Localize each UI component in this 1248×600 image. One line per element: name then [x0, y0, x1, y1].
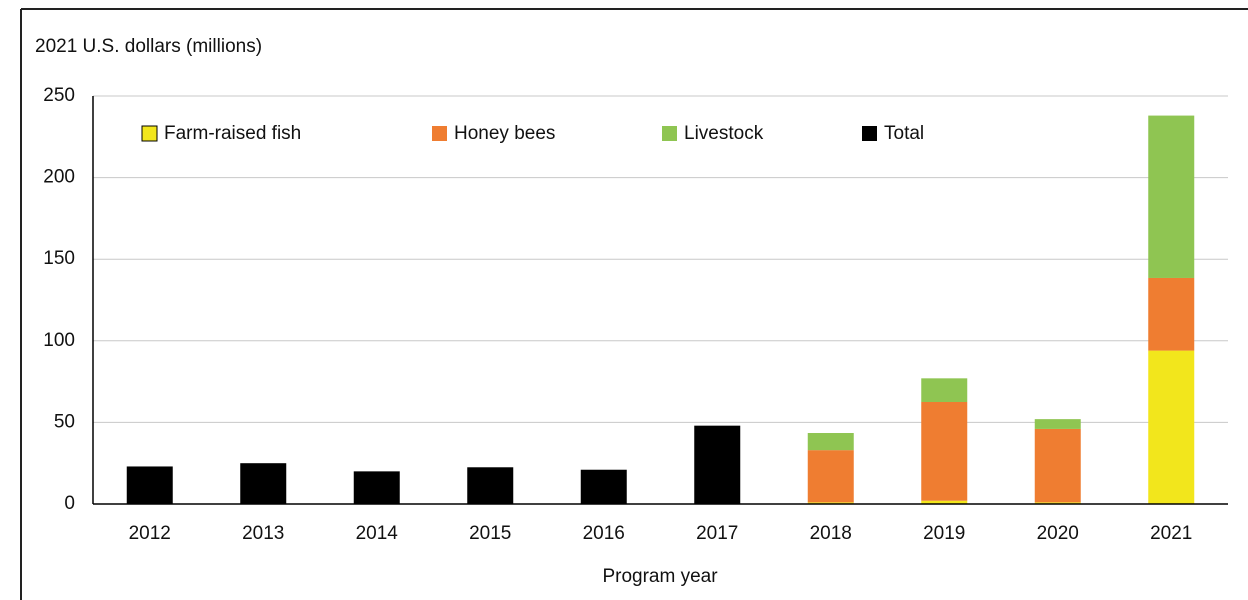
- y-tick-label: 150: [43, 248, 75, 269]
- y-tick-label: 250: [43, 85, 75, 106]
- bar-segment: [1034, 428, 1081, 503]
- x-tick-label: 2021: [1150, 523, 1192, 544]
- legend-swatch: [862, 126, 877, 141]
- x-tick-label: 2012: [129, 523, 171, 544]
- bar-segment: [921, 378, 968, 402]
- legend-label: Honey bees: [454, 123, 555, 144]
- legend-swatch: [432, 126, 447, 141]
- bar-segment: [580, 469, 627, 504]
- bar-segment: [353, 471, 400, 504]
- x-tick-label: 2017: [696, 523, 738, 544]
- bar-segment: [240, 463, 287, 504]
- y-tick-label: 200: [43, 167, 75, 188]
- bar-segment: [1034, 419, 1081, 429]
- bar-segment: [1148, 115, 1195, 278]
- bar-segment: [1148, 350, 1195, 504]
- legend-label: Livestock: [684, 123, 764, 144]
- bar-segment: [807, 433, 854, 451]
- y-tick-label: 50: [54, 411, 75, 432]
- x-tick-label: 2014: [356, 523, 399, 544]
- bar-segment: [807, 502, 854, 504]
- x-tick-label: 2019: [923, 523, 965, 544]
- bar-segment: [921, 402, 968, 501]
- y-tick-label: 0: [64, 493, 75, 514]
- x-tick-label: 2018: [810, 523, 852, 544]
- legend-swatch: [141, 125, 158, 142]
- bar-segment: [694, 425, 741, 504]
- x-tick-label: 2015: [469, 523, 511, 544]
- legend-swatch: [662, 126, 677, 141]
- bar-segment: [921, 500, 968, 504]
- bar-segment: [807, 450, 854, 503]
- bar-segment: [1034, 502, 1081, 504]
- bar-segment: [1148, 277, 1195, 351]
- x-tick-label: 2013: [242, 523, 284, 544]
- x-axis-label: Program year: [602, 566, 718, 587]
- bar-segment: [467, 467, 514, 504]
- bar-segment: [126, 466, 173, 504]
- y-tick-label: 100: [43, 330, 75, 351]
- legend-label: Farm-raised fish: [164, 123, 301, 144]
- x-tick-label: 2020: [1037, 523, 1079, 544]
- x-tick-label: 2016: [583, 523, 625, 544]
- legend-label: Total: [884, 123, 924, 144]
- y-axis-label: 2021 U.S. dollars (millions): [35, 36, 262, 57]
